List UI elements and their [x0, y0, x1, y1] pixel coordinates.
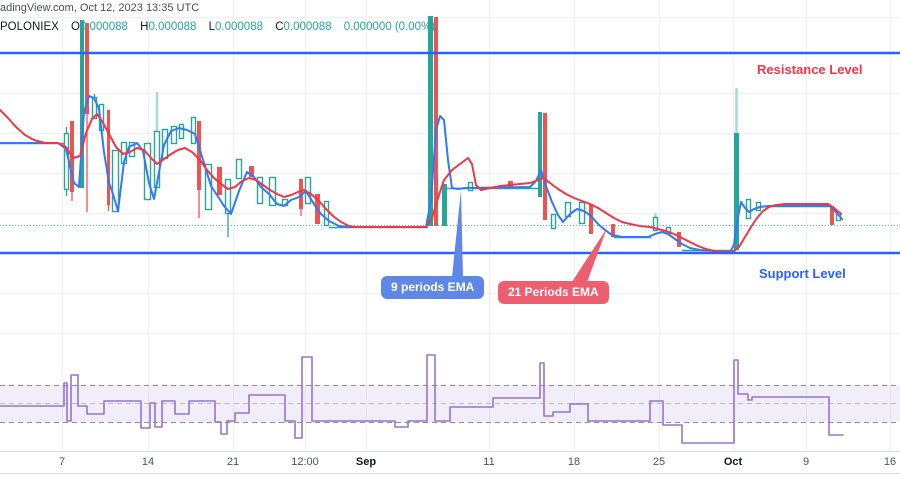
x-axis-label: 9	[802, 456, 810, 468]
close-label: C	[275, 21, 284, 33]
high-value: 0.000088	[148, 21, 197, 33]
symbol-name[interactable]: POLONIEX	[0, 21, 59, 33]
support-resistance-lines[interactable]	[0, 51, 900, 255]
callout-pointers	[452, 190, 607, 285]
x-axis-label: 14	[141, 456, 155, 468]
close-value: 0.000088	[283, 21, 332, 33]
x-axis-label: 16	[883, 456, 897, 468]
x-axis-label: 11	[483, 456, 495, 468]
ema21-line[interactable]	[0, 109, 842, 253]
x-axis-label: 21	[226, 456, 240, 468]
x-axis-label: 12:00	[291, 456, 319, 468]
low-value: 0.000088	[215, 21, 263, 33]
high-label: H	[140, 21, 149, 33]
open-value: 0.000088	[79, 21, 128, 33]
x-axis-label: 25	[652, 456, 666, 468]
x-axis-label: Oct	[723, 456, 743, 468]
stochastic-indicator-pane[interactable]	[0, 354, 900, 444]
open-label: O	[71, 21, 80, 33]
ema21-callout-label[interactable]: 21 Periods EMA	[498, 281, 609, 304]
resistance-level-label[interactable]: Resistance Level	[757, 62, 863, 77]
x-axis-label: Sep	[355, 456, 377, 468]
low-label: L	[208, 21, 216, 33]
x-axis-label: 7	[58, 456, 66, 468]
watermark-timestamp: adingView.com, Oct 12, 2023 13:35 UTC	[0, 2, 200, 14]
x-axis-label: 18	[567, 456, 581, 468]
symbol-ohlc-row: POLONIEX O0.000088 H0.000088 L0.000088 C…	[0, 21, 435, 33]
change-value: 0.000000 (0.00%)	[343, 21, 436, 33]
ema9-callout-label[interactable]: 9 periods EMA	[381, 276, 485, 299]
axis-borders	[0, 451, 900, 474]
support-level-label[interactable]: Support Level	[759, 266, 846, 281]
